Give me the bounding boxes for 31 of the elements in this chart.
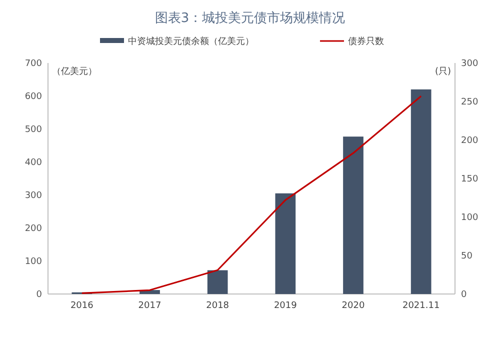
x-tick-label: 2021.11 [402, 301, 440, 311]
y2-tick-label: 100 [461, 213, 478, 223]
y-tick-label: 600 [24, 92, 42, 102]
y2-tick-label: 200 [461, 136, 478, 146]
x-tick-label: 2018 [206, 301, 230, 311]
bar [343, 136, 364, 294]
y2-tick-label: 50 [461, 252, 473, 262]
y-axis-title: （亿美元） [52, 66, 97, 77]
bar [410, 89, 432, 294]
y2-tick-label: 150 [461, 174, 478, 184]
y2-tick-label: 300 [461, 59, 478, 69]
y-tick-label: 300 [24, 191, 42, 201]
line-series [81, 95, 422, 294]
chart-title: 图表3：城投美元债市场规模情况 [154, 10, 346, 26]
y-tick-label: 0 [36, 290, 42, 300]
x-tick-label: 2020 [342, 301, 365, 311]
bar [275, 193, 296, 294]
bar [207, 270, 228, 294]
y-tick-label: 500 [24, 125, 42, 135]
x-tick-label: 2017 [138, 301, 162, 311]
y2-tick-label: 250 [461, 98, 478, 108]
x-tick-label: 2019 [274, 301, 298, 311]
y-tick-label: 100 [24, 257, 42, 267]
y2-tick-label: 0 [461, 290, 467, 300]
y-tick-label: 200 [24, 224, 42, 234]
legend-label: 中资城投美元债余额（亿美元） [128, 36, 254, 47]
legend-label: 债券只数 [348, 36, 384, 47]
y-tick-label: 400 [24, 158, 42, 168]
y-tick-label: 700 [24, 59, 42, 69]
x-tick-label: 2016 [70, 301, 94, 311]
y2-axis-title: (只) [434, 66, 451, 77]
